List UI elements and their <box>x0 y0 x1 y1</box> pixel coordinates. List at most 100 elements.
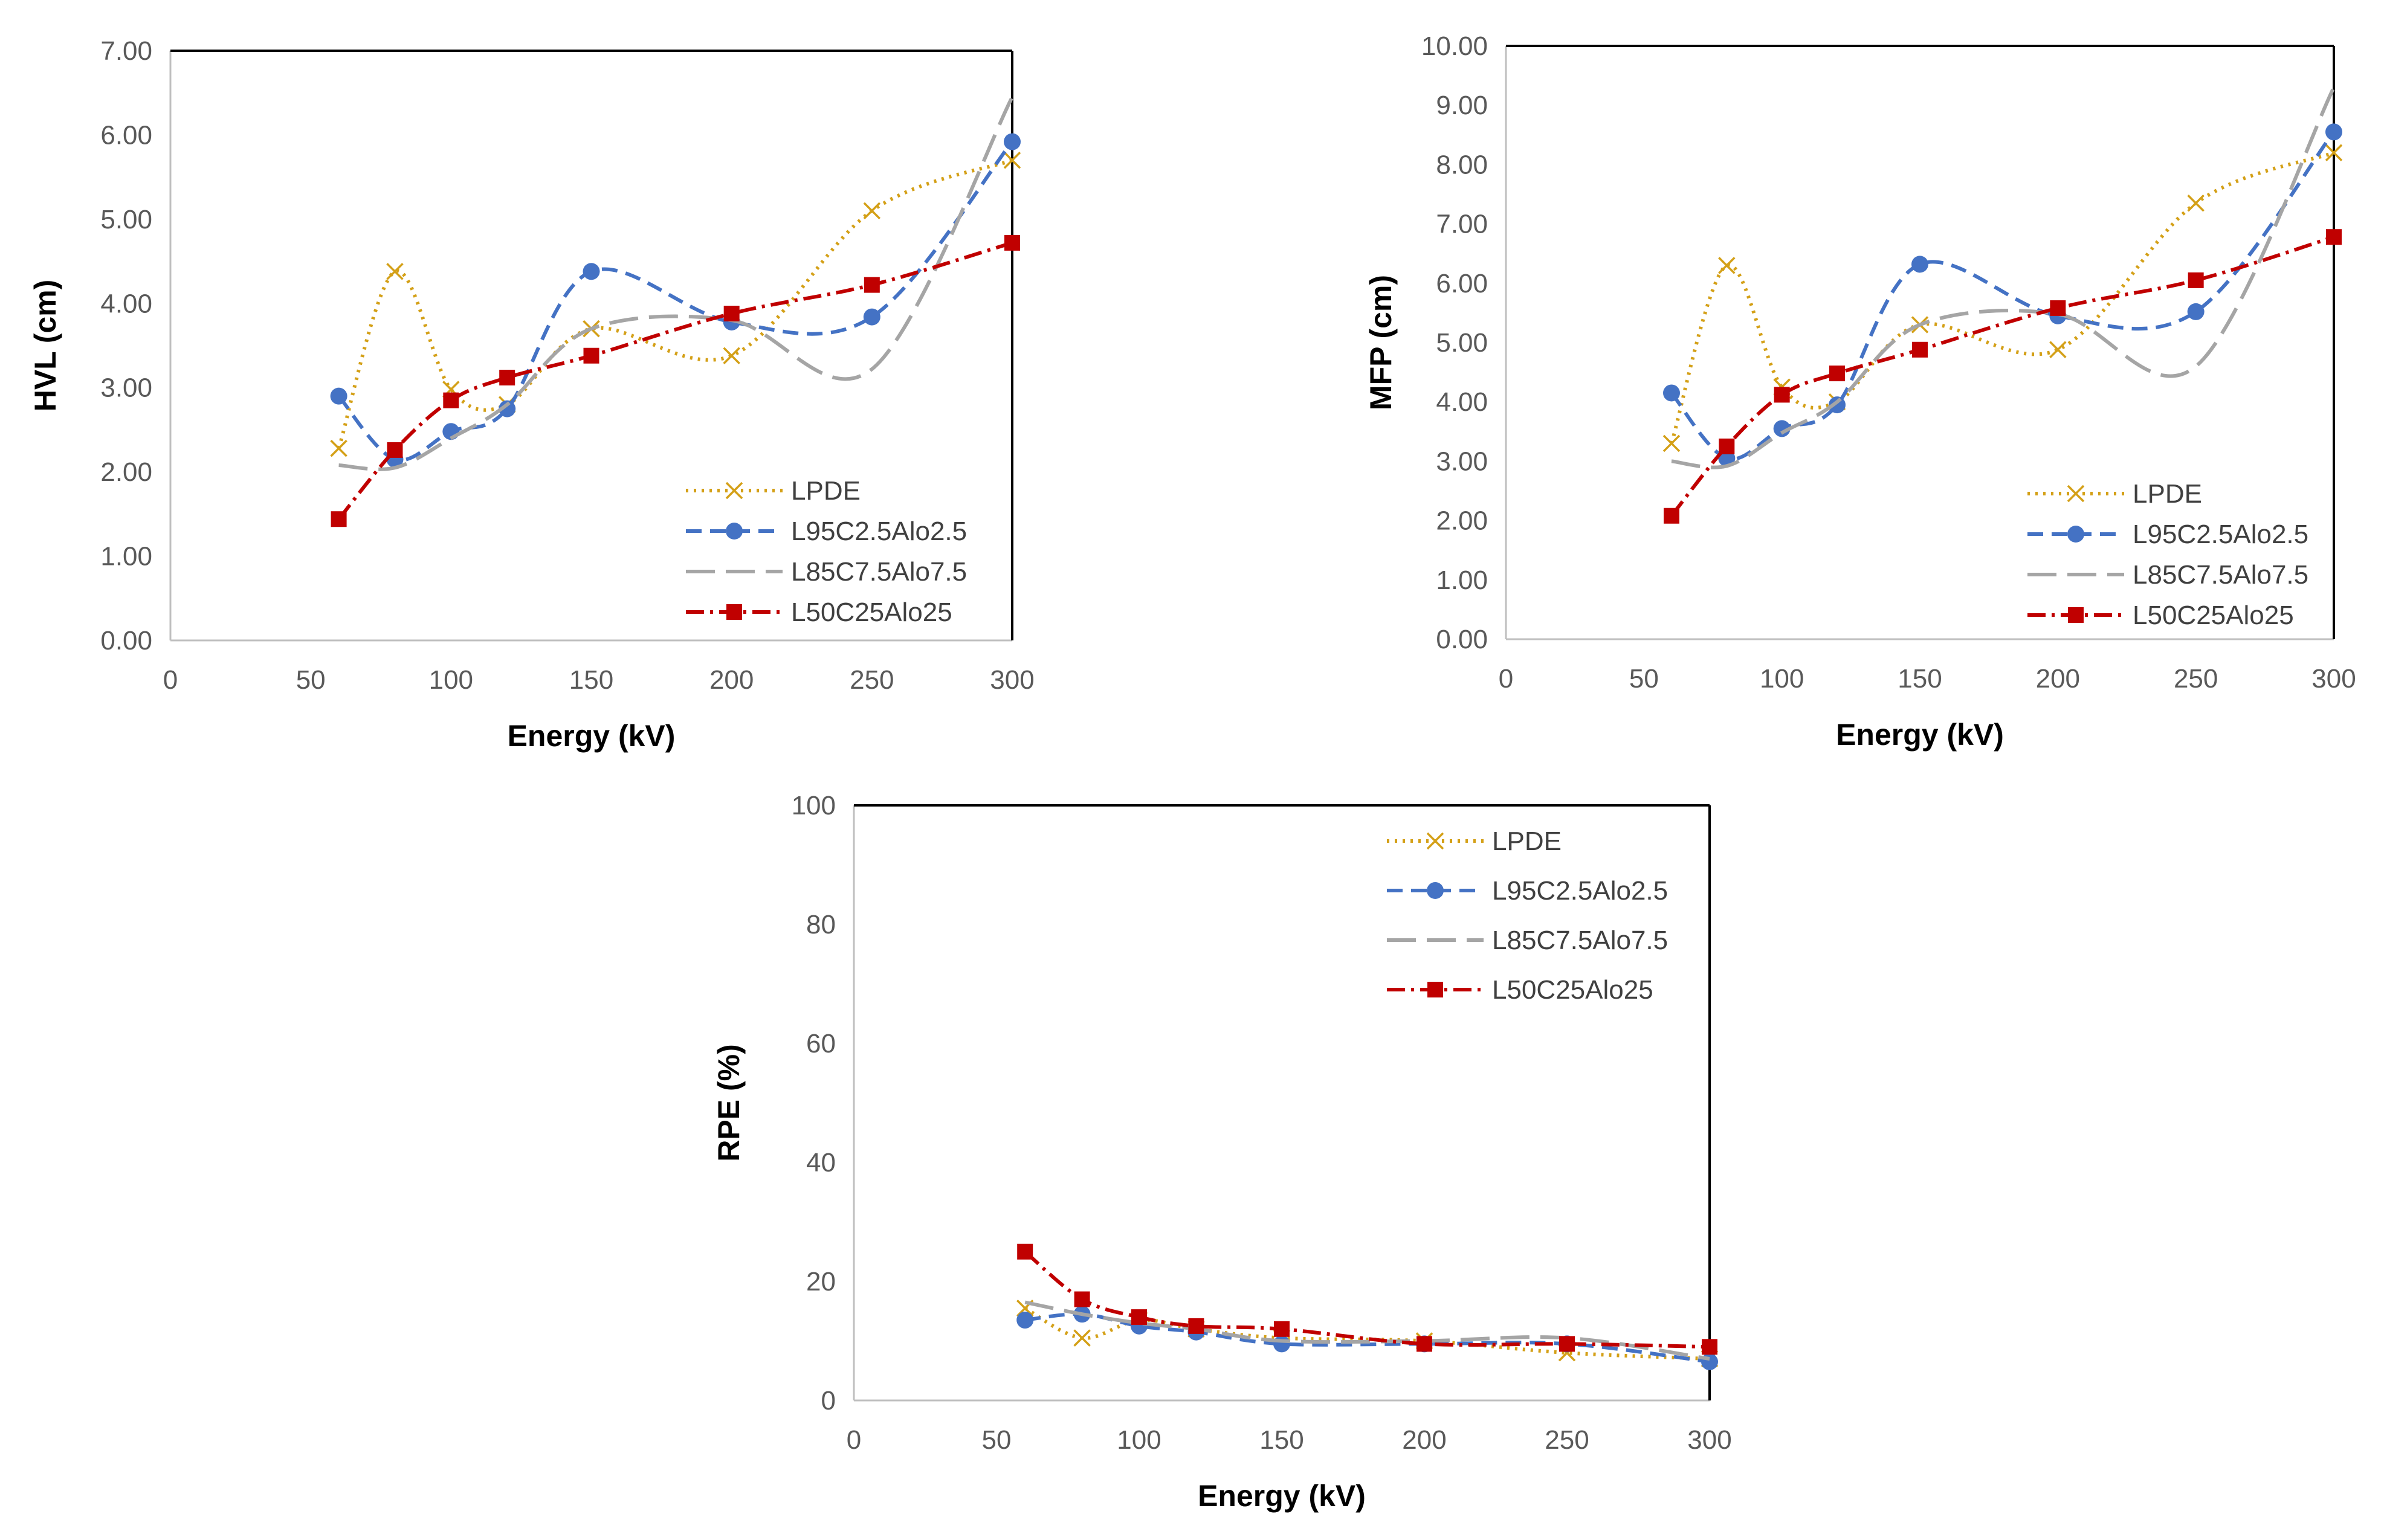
series-line-l95c2-5alo2-5 <box>337 140 1014 462</box>
x-tick-label: 200 <box>1402 1425 1446 1455</box>
data-point-l50c25alo25 <box>387 442 403 458</box>
data-point-l50c25alo25 <box>2050 300 2066 317</box>
y-tick-label: 3.00 <box>1436 446 1488 476</box>
data-point-l95c2-5alo2-5 <box>1016 1312 1034 1329</box>
y-tick-label: 0.00 <box>100 626 152 656</box>
x-tick-label: 150 <box>1259 1425 1303 1455</box>
y-tick-label: 80 <box>806 910 836 939</box>
hvl-chart: 0.00 1.00 2.00 3.00 4.00 5.00 6.00 7.00 0 50 100 15… <box>28 36 1035 753</box>
x-tick-label: 300 <box>1687 1425 1731 1455</box>
series-line-l50c25alo25 <box>337 241 1013 521</box>
plot-frame <box>853 804 1711 1402</box>
y-tick-label: 2.00 <box>1436 506 1488 536</box>
legend: LPDE L95C2.5Alo2.5 L85C7.5Alo7.5 L50C25Alo2… <box>1387 826 1668 1005</box>
data-point-l50c25alo25 <box>723 306 740 322</box>
legend-label: L85C7.5Alo7.5 <box>791 557 967 587</box>
y-tick-label: 1.00 <box>100 542 152 572</box>
legend-item-lpde: LPDE <box>686 476 861 506</box>
legend-item-l50c25alo25: L50C25Alo25 <box>1387 975 1653 1005</box>
legend-marker <box>2068 607 2084 623</box>
data-point-l95c2-5alo2-5 <box>1701 1353 1718 1370</box>
data-point-l50c25alo25 <box>1074 1291 1090 1307</box>
x-axis-label: Energy (kV) <box>508 719 676 753</box>
data-point-l50c25alo25 <box>1017 1243 1033 1260</box>
data-point-l50c25alo25 <box>1188 1318 1204 1334</box>
legend-label: LPDE <box>791 476 861 506</box>
data-point-l95c2-5alo2-5 <box>499 400 516 417</box>
series-line-l95c2-5alo2-5 <box>1670 130 2336 461</box>
x-tick-label: 200 <box>709 665 754 695</box>
data-point-l95c2-5alo2-5 <box>1663 384 1680 402</box>
series-line-l85c7-5alo7-5 <box>1671 86 2336 469</box>
data-point-l50c25alo25 <box>1719 438 1735 454</box>
data-point-l95c2-5alo2-5 <box>2187 303 2205 320</box>
y-tick-label: 3.00 <box>100 373 152 403</box>
data-point-l95c2-5alo2-5 <box>1773 420 1791 437</box>
legend: LPDE L95C2.5Alo2.5 L85C7.5Alo7.5 L50C25Alo2… <box>686 476 967 627</box>
x-tick-label: 50 <box>982 1425 1012 1455</box>
data-point-lpde <box>1003 152 1021 169</box>
legend-item-l85c7-5alo7-5: L85C7.5Alo7.5 <box>2027 560 2308 590</box>
legend-marker <box>726 523 743 540</box>
legend-label: L95C2.5Alo2.5 <box>1492 876 1668 906</box>
data-point-l95c2-5alo2-5 <box>583 263 600 280</box>
legend-label: L50C25Alo25 <box>2133 601 2294 630</box>
data-point-lpde <box>1662 434 1681 453</box>
y-tick-label: 0.00 <box>1436 625 1488 654</box>
data-point-l50c25alo25 <box>443 392 459 408</box>
legend-marker <box>2067 526 2084 543</box>
x-tick-label: 100 <box>1760 664 1804 694</box>
legend-label: LPDE <box>1492 826 1562 856</box>
data-point-l50c25alo25 <box>1004 234 1020 251</box>
data-point-l50c25alo25 <box>1559 1336 1575 1352</box>
legend-label: LPDE <box>2133 479 2202 509</box>
y-tick-label: 7.00 <box>1436 210 1488 239</box>
x-tick-label: 50 <box>1629 664 1659 694</box>
series-lpde <box>1016 1300 1719 1368</box>
data-point-lpde <box>723 347 740 364</box>
series-l85c7-5alo7-5 <box>338 96 1014 471</box>
rpe-chart: 0 20 40 60 80 100 0 50 100 150 200 250 300 Energy (kV… <box>712 791 1732 1513</box>
legend-marker <box>1427 982 1443 997</box>
data-point-l50c25alo25 <box>583 347 599 364</box>
data-point-l50c25alo25 <box>1774 387 1790 403</box>
y-tick-label: 6.00 <box>100 120 152 150</box>
data-point-lpde <box>330 439 347 457</box>
data-point-l50c25alo25 <box>1417 1336 1432 1352</box>
y-axis-label: MFP (cm) <box>1364 275 1398 410</box>
legend-marker <box>2067 485 2085 503</box>
y-tick-label: 2.00 <box>100 457 152 487</box>
legend-marker <box>1426 832 1444 850</box>
data-point-lpde <box>2049 341 2067 359</box>
legend-item-l50c25alo25: L50C25Alo25 <box>2027 601 2294 630</box>
data-point-lpde <box>2187 194 2205 212</box>
series-line-l85c7-5alo7-5 <box>1024 1300 1710 1361</box>
data-point-l50c25alo25 <box>1664 507 1679 524</box>
y-tick-label: 20 <box>806 1267 836 1297</box>
x-axis-label: Energy (kV) <box>1198 1479 1366 1513</box>
series-l85c7-5alo7-5 <box>1671 86 2336 469</box>
legend-item-lpde: LPDE <box>2027 479 2202 509</box>
y-tick-label: 4.00 <box>1436 387 1488 417</box>
x-tick-label: 150 <box>569 665 613 695</box>
x-tick-label: 50 <box>296 665 326 695</box>
y-tick-label: 8.00 <box>1436 150 1488 179</box>
x-tick-label: 100 <box>429 665 473 695</box>
data-point-lpde <box>1073 1329 1091 1347</box>
data-point-l95c2-5alo2-5 <box>2325 123 2342 141</box>
data-point-l95c2-5alo2-5 <box>1273 1335 1290 1353</box>
series-line-lpde <box>1670 150 2335 444</box>
data-point-l95c2-5alo2-5 <box>330 387 347 405</box>
legend-item-l50c25alo25: L50C25Alo25 <box>686 598 952 627</box>
y-tick-label: 40 <box>806 1148 836 1178</box>
y-tick-label: 60 <box>806 1029 836 1058</box>
y-tick-label: 5.00 <box>100 205 152 234</box>
data-point-l50c25alo25 <box>1912 341 1928 358</box>
legend-label: L50C25Alo25 <box>791 598 952 627</box>
series-l95c2-5alo2-5 <box>330 133 1021 468</box>
data-point-l50c25alo25 <box>2188 272 2204 288</box>
x-tick-label: 150 <box>1898 664 1942 694</box>
y-axis-label: HVL (cm) <box>28 280 62 412</box>
x-tick-label: 0 <box>847 1425 861 1455</box>
